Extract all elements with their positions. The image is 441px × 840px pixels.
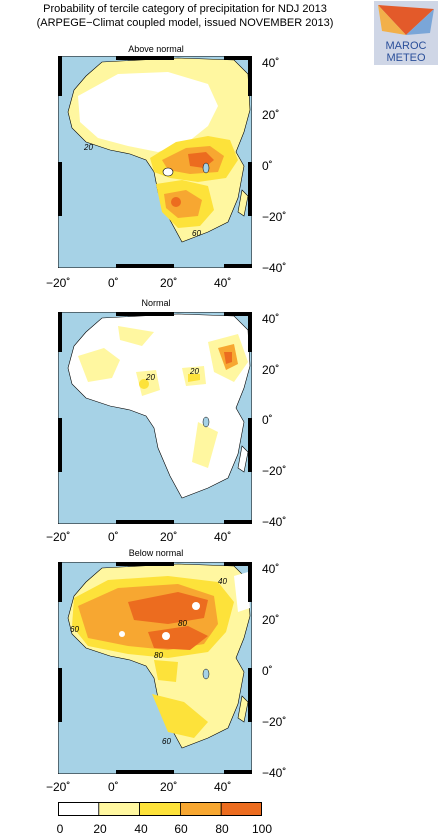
y-tick-label: 20˚ xyxy=(262,613,280,627)
colorbar-cell xyxy=(180,802,222,816)
map-above-normal: 20 60 xyxy=(58,56,252,268)
colorbar-cell xyxy=(139,802,181,816)
y-tick-label: 0˚ xyxy=(262,413,273,427)
y-tick-label: 40˚ xyxy=(262,56,280,70)
maroc-meteo-logo: MAROC METEO xyxy=(374,1,438,65)
contour-label: 60 xyxy=(192,229,201,238)
y-tick-label: −40˚ xyxy=(262,261,287,275)
colorbar-label: 40 xyxy=(134,822,148,836)
y-tick-label: −20˚ xyxy=(262,464,287,478)
colorbar-label: 80 xyxy=(215,822,229,836)
colorbar-cell xyxy=(98,802,140,816)
x-tick-label: −20˚ xyxy=(46,276,71,290)
figure-title-line1: Probability of tercile category of preci… xyxy=(43,3,327,15)
y-tick-label: 40˚ xyxy=(262,312,280,326)
map-normal: 20 20 xyxy=(58,312,252,524)
figure-title-line2: (ARPEGE−Climat coupled model, issued NOV… xyxy=(36,17,334,29)
contour-label: 80 xyxy=(178,619,187,628)
contour-label: 80 xyxy=(154,651,163,660)
y-tick-label: −20˚ xyxy=(262,210,287,224)
x-tick-label: 20˚ xyxy=(160,780,178,794)
map-below-normal: 40 60 80 80 60 xyxy=(58,562,252,774)
contour-label: 20 xyxy=(83,143,93,152)
x-tick-label: 40˚ xyxy=(214,780,232,794)
panel-title-above-normal: Above normal xyxy=(128,44,184,54)
y-tick-label: −40˚ xyxy=(262,515,287,529)
colorbar-label: 0 xyxy=(56,822,64,836)
y-tick-label: 0˚ xyxy=(262,664,273,678)
panel-title-normal: Normal xyxy=(141,298,171,308)
y-tick-label: 20˚ xyxy=(262,108,280,122)
y-tick-label: 0˚ xyxy=(262,159,273,173)
colorbar-label: 100 xyxy=(251,822,273,836)
x-tick-label: 0˚ xyxy=(108,530,119,544)
colorbar-label: 20 xyxy=(93,822,107,836)
x-tick-label: 0˚ xyxy=(108,780,119,794)
contour-label: 20 xyxy=(145,373,155,382)
panel-title-below-normal: Below normal xyxy=(128,548,184,558)
x-tick-label: 20˚ xyxy=(160,276,178,290)
logo-text-1: MAROC xyxy=(386,40,427,52)
logo-text-2: METEO xyxy=(386,52,426,64)
y-tick-label: 40˚ xyxy=(262,562,280,576)
x-tick-label: 40˚ xyxy=(214,276,232,290)
x-tick-label: 0˚ xyxy=(108,276,119,290)
y-tick-label: −20˚ xyxy=(262,715,287,729)
contour-label: 60 xyxy=(162,737,171,746)
y-tick-label: −40˚ xyxy=(262,766,287,780)
x-tick-label: −20˚ xyxy=(46,780,71,794)
x-tick-label: −20˚ xyxy=(46,530,71,544)
colorbar xyxy=(58,802,262,816)
contour-label: 40 xyxy=(218,577,227,586)
contour-label: 20 xyxy=(189,367,199,376)
y-tick-label: 20˚ xyxy=(262,363,280,377)
contour-label: 60 xyxy=(70,625,79,634)
x-tick-label: 20˚ xyxy=(160,530,178,544)
x-tick-label: 40˚ xyxy=(214,530,232,544)
colorbar-label: 60 xyxy=(174,822,188,836)
colorbar-cell xyxy=(220,802,262,816)
colorbar-cell xyxy=(58,802,100,816)
